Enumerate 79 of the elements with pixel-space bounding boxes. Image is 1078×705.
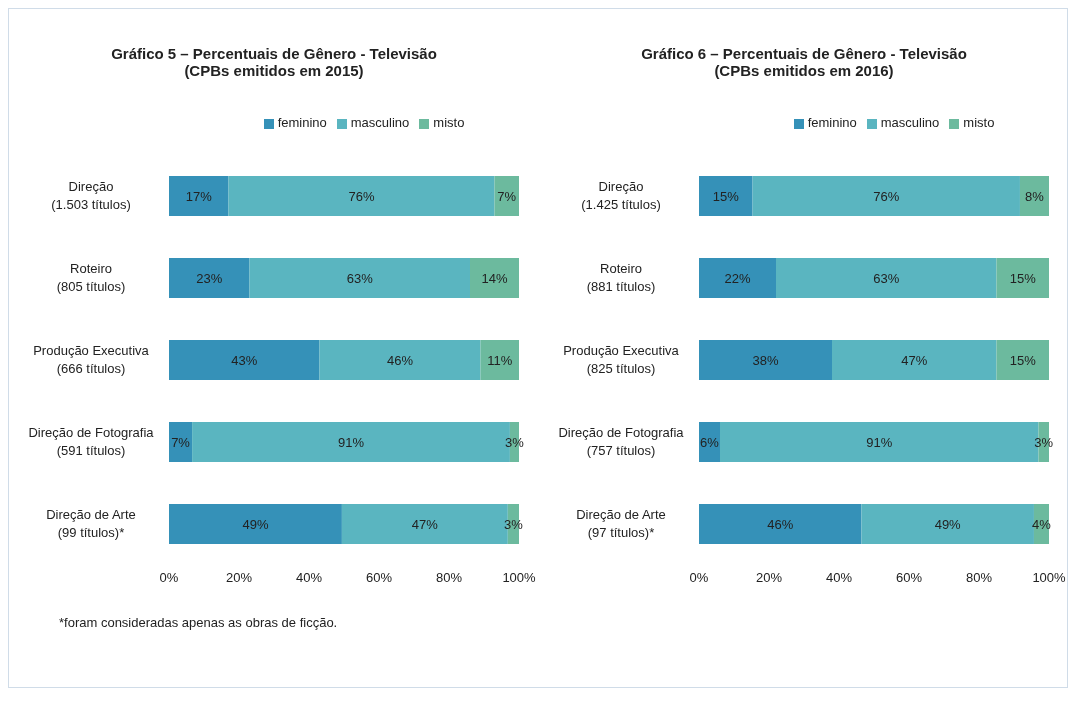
x-tick-label: 0% <box>689 570 709 586</box>
y-tick-label: Direção de Fotografia (591 títulos) <box>28 425 155 458</box>
data-label: 17% <box>185 188 213 204</box>
bar <box>228 176 495 216</box>
data-label: 15% <box>712 188 740 204</box>
bar <box>169 176 229 216</box>
bar <box>996 258 1049 298</box>
x-tick-label: 60% <box>895 570 923 586</box>
legend-label: misto <box>963 115 995 130</box>
data-label: 47% <box>901 352 928 368</box>
bar <box>699 176 753 216</box>
legend-label: masculino <box>350 115 410 130</box>
bar <box>752 176 1020 216</box>
bar <box>699 258 776 298</box>
y-tick-label: Roteiro (805 títulos) <box>56 261 126 294</box>
x-tick-label: 100% <box>502 570 537 586</box>
bar <box>169 258 250 298</box>
x-tick-label: 40% <box>825 570 853 586</box>
x-tick-label: 100% <box>1032 570 1067 586</box>
x-tick-label: 80% <box>435 570 463 586</box>
data-label: 7% <box>171 434 191 450</box>
bar <box>699 504 862 544</box>
bar <box>470 258 519 298</box>
chart-title: Gráfico 6 – Percentuais de Gênero - Televisão <box>640 45 968 62</box>
y-tick-label: Direção de Arte (99 títulos)* <box>46 507 136 540</box>
y-tick-label: Direção (1.503 títulos) <box>51 179 131 212</box>
data-label: 46% <box>767 516 794 532</box>
data-label: 91% <box>866 434 893 450</box>
x-tick-label: 80% <box>965 570 993 586</box>
bar <box>169 504 342 544</box>
y-tick-label: Direção de Fotografia (757 títulos) <box>558 425 685 458</box>
data-label: 49% <box>242 516 269 532</box>
data-label: 91% <box>337 434 365 450</box>
bar <box>249 258 470 298</box>
bar <box>319 340 481 380</box>
legend-label: masculino <box>880 115 940 130</box>
y-tick-label: Direção de Arte (97 títulos)* <box>576 507 666 540</box>
data-label: 23% <box>196 270 223 286</box>
legend-label: misto <box>433 115 465 130</box>
legend-label: feminino <box>277 115 327 130</box>
bar <box>996 340 1049 380</box>
bar <box>480 340 519 380</box>
data-label: 8% <box>1025 188 1045 204</box>
data-label: 7% <box>497 188 517 204</box>
bar <box>169 340 320 380</box>
data-label: 22% <box>724 270 751 286</box>
y-tick-label: Produção Executiva (825 títulos) <box>563 343 680 376</box>
bar <box>776 258 997 298</box>
data-label: 6% <box>700 434 720 450</box>
data-label: 76% <box>873 188 900 204</box>
data-label: 49% <box>934 516 962 532</box>
data-label: 15% <box>1009 352 1037 368</box>
x-tick-label: 20% <box>755 570 783 586</box>
x-tick-label: 60% <box>365 570 393 586</box>
chart-subtitle: (CPBs emitidos em 2015) <box>183 62 365 79</box>
data-label: 14% <box>481 270 508 286</box>
bar <box>699 340 832 380</box>
chart-title: Gráfico 5 – Percentuais de Gênero - Televisão <box>110 45 438 62</box>
text: *foram consideradas apenas as obras de ficção. <box>59 615 339 630</box>
x-tick-label: 40% <box>295 570 323 586</box>
data-label: 63% <box>346 270 374 286</box>
data-label: 76% <box>348 188 375 204</box>
data-label: 47% <box>411 516 439 532</box>
legend-label: feminino <box>807 115 857 130</box>
x-tick-label: 20% <box>225 570 253 586</box>
data-label: 38% <box>752 352 779 368</box>
data-label: 43% <box>231 352 258 368</box>
chart-subtitle: (CPBs emitidos em 2016) <box>713 62 895 79</box>
x-tick-label: 0% <box>159 570 179 586</box>
y-tick-label: Roteiro (881 títulos) <box>586 261 656 294</box>
y-tick-label: Produção Executiva (666 títulos) <box>33 343 150 376</box>
data-label: 11% <box>487 352 513 368</box>
data-label: 15% <box>1009 270 1037 286</box>
bar <box>1019 176 1049 216</box>
bar <box>861 504 1034 544</box>
bar <box>832 340 997 380</box>
y-tick-label: Direção (1.425 títulos) <box>581 179 661 212</box>
data-label: 46% <box>386 352 414 368</box>
data-label: 63% <box>873 270 900 286</box>
